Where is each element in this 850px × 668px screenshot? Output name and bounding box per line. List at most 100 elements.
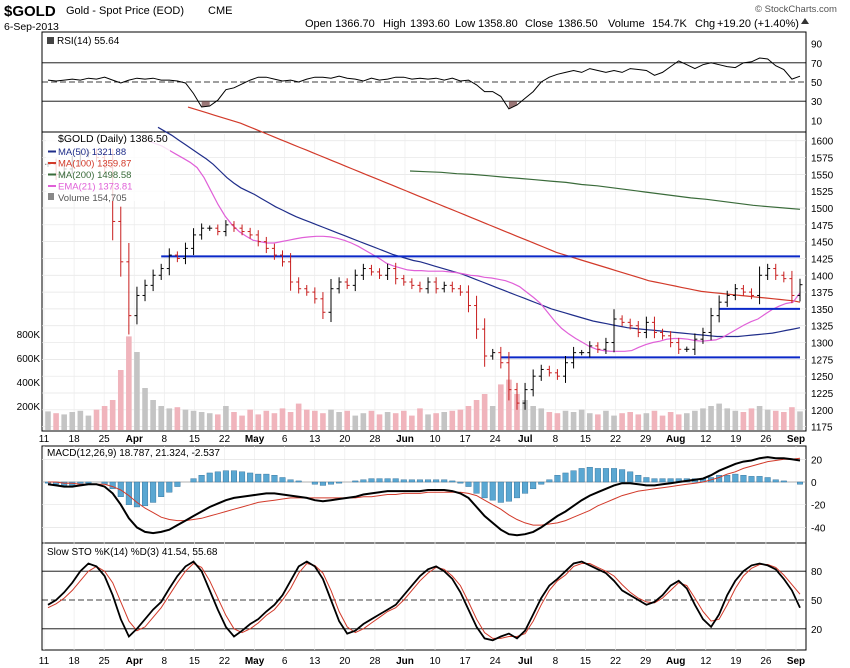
symbol: $GOLD — [4, 3, 56, 20]
macd-histogram-bar — [425, 479, 432, 483]
macd-histogram-bar — [578, 468, 585, 483]
x-tick-label: 25 — [99, 434, 111, 445]
macd-histogram-bar — [740, 475, 747, 483]
macd-histogram-bar — [295, 480, 302, 483]
volume-bar — [659, 415, 666, 430]
price-tick-label: 1425 — [811, 254, 834, 265]
volume-bar — [554, 413, 561, 430]
volume-bar — [312, 410, 318, 430]
volume-bar — [336, 412, 342, 430]
volume-bar — [279, 408, 286, 430]
macd-histogram-bar — [780, 480, 787, 483]
volume-bar — [635, 414, 642, 430]
x-tick-label: 15 — [580, 434, 592, 445]
macd-histogram-bar — [449, 480, 456, 483]
macd-histogram-bar — [360, 479, 367, 483]
volume-bar — [748, 408, 755, 430]
price-tick-label: 1575 — [811, 154, 834, 165]
ma100-line — [187, 106, 801, 303]
volume-bar — [182, 409, 189, 430]
legend-label: EMA(21) 1373.81 — [58, 182, 132, 193]
x-tick-label: 29 — [640, 434, 652, 445]
price-tick-label: 1200 — [811, 406, 834, 417]
volume-bar — [158, 406, 165, 430]
macd-histogram-bar — [667, 478, 674, 483]
volume-bar — [797, 411, 803, 430]
volume-bar — [506, 379, 512, 430]
price-tick-label: 1525 — [811, 187, 834, 198]
x-tick-label-bottom: 22 — [610, 656, 622, 667]
macd-histogram-bar — [287, 479, 294, 483]
price-tick-label: 1400 — [811, 271, 834, 282]
volume-bar — [611, 415, 617, 430]
x-tick-label: 19 — [730, 434, 742, 445]
sto-plot — [47, 560, 801, 642]
x-tick-label: 10 — [429, 434, 441, 445]
volume-bar — [117, 370, 124, 430]
x-tick-label-bottom: 19 — [730, 656, 742, 667]
x-tick-label-bottom: 10 — [429, 656, 441, 667]
x-tick-label-bottom: 6 — [282, 656, 288, 667]
x-tick-label-bottom: Aug — [666, 656, 685, 667]
x-tick-label-bottom: 20 — [339, 656, 351, 667]
macd-histogram-bar — [214, 471, 221, 483]
volume-bar — [69, 412, 76, 430]
x-tick-label-bottom: 15 — [189, 656, 201, 667]
rsi-title: RSI(14) 55.64 — [47, 36, 120, 47]
macd-histogram-bar — [513, 481, 520, 499]
volume-tick-label: 800K — [17, 330, 41, 341]
volume-bar — [643, 413, 650, 430]
price-tick-label: 1300 — [811, 339, 834, 350]
sto-d-line — [47, 562, 801, 639]
volume-bar — [789, 407, 795, 430]
price-tick-label: 1500 — [811, 204, 834, 215]
macd-panel-frame — [41, 445, 807, 544]
x-tick-label-bottom: 22 — [219, 656, 231, 667]
x-tick-label-bottom: Sep — [787, 656, 805, 667]
macd-histogram-bar — [748, 476, 755, 483]
volume-bar — [708, 406, 714, 430]
rsi-tick-label: 70 — [811, 59, 823, 70]
x-tick-label: 18 — [69, 434, 81, 445]
rsi-oversold-fill — [508, 101, 517, 109]
volume-bar — [683, 413, 690, 430]
volume-bar — [93, 409, 100, 430]
open-label: Open — [305, 18, 332, 30]
x-tick-label-bottom: 29 — [640, 656, 652, 667]
copyright: © StockCharts.com — [755, 4, 837, 15]
price-tick-label: 1250 — [811, 372, 834, 383]
volume-bar — [134, 352, 140, 430]
macd-histogram-bar — [772, 479, 779, 483]
price-legend: $GOLD (Daily) 1386.50 MA(50) 1321.88MA(1… — [46, 133, 170, 204]
volume-bar — [425, 414, 431, 430]
macd-histogram-bar — [85, 481, 92, 484]
volume-bar — [400, 410, 407, 430]
volume-bar — [562, 410, 569, 430]
macd-histogram-bar — [230, 470, 237, 483]
price-title: $GOLD (Daily) 1386.50 — [58, 133, 168, 145]
volume-bar — [724, 408, 731, 430]
volume-tick-label: 400K — [17, 378, 41, 389]
macd-histogram-bar — [522, 481, 529, 494]
sto-tick-label: 50 — [811, 596, 823, 607]
price-tick-label: 1275 — [811, 355, 834, 366]
volume-bar — [190, 410, 197, 430]
macd-histogram-bar — [659, 478, 666, 483]
volume-bar — [586, 413, 593, 430]
volume-bar — [546, 412, 553, 430]
x-tick-label: Aug — [666, 434, 685, 445]
macd-histogram-bar — [433, 479, 440, 483]
volume-bar — [667, 412, 674, 430]
x-tick-label: 8 — [162, 434, 168, 445]
x-tick-label-bottom: 12 — [700, 656, 712, 667]
volume-bar — [772, 410, 779, 430]
macd-histogram-bar — [222, 470, 229, 483]
x-tick-label-bottom: 25 — [99, 656, 111, 667]
volume-bar — [247, 409, 253, 430]
x-tick-label-bottom: 24 — [490, 656, 502, 667]
macd-histogram-bar — [255, 473, 262, 483]
volume-bar — [45, 411, 51, 430]
high-label: High — [383, 18, 406, 30]
